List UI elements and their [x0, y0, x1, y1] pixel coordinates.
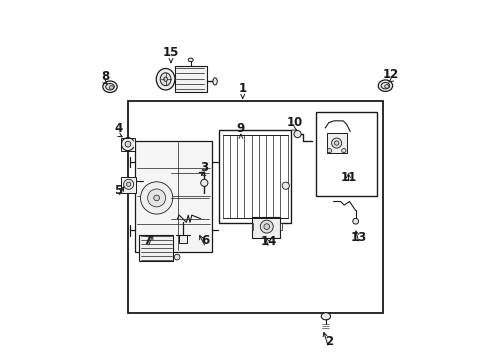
Bar [219, 130, 290, 223]
Text: 1: 1 [238, 82, 246, 95]
Ellipse shape [380, 82, 389, 89]
Text: 14: 14 [260, 235, 277, 248]
Text: 9: 9 [236, 122, 244, 135]
Text: 6: 6 [201, 234, 209, 247]
Circle shape [282, 182, 289, 189]
Ellipse shape [378, 80, 392, 91]
Bar [251, 217, 280, 238]
Ellipse shape [160, 73, 171, 86]
Circle shape [326, 148, 331, 153]
Bar [178, 234, 187, 243]
Text: 15: 15 [163, 46, 179, 59]
Circle shape [153, 195, 159, 201]
Bar [139, 234, 173, 261]
Circle shape [341, 148, 346, 153]
Ellipse shape [384, 85, 388, 88]
Ellipse shape [212, 78, 217, 85]
Text: 10: 10 [286, 116, 302, 129]
Bar [316, 112, 376, 196]
Circle shape [174, 254, 180, 260]
Ellipse shape [163, 77, 167, 81]
Text: 13: 13 [350, 231, 366, 244]
Circle shape [331, 138, 341, 148]
Ellipse shape [156, 68, 175, 90]
Ellipse shape [109, 86, 113, 89]
Text: 2: 2 [324, 335, 332, 348]
Bar [326, 134, 346, 153]
Text: 12: 12 [382, 68, 398, 81]
Bar [128, 101, 382, 313]
Ellipse shape [105, 84, 114, 90]
Circle shape [123, 179, 133, 189]
Text: 3: 3 [200, 161, 208, 174]
Circle shape [334, 141, 338, 145]
Circle shape [264, 224, 269, 229]
Bar [251, 223, 253, 230]
Bar [280, 223, 281, 230]
Bar [121, 177, 136, 193]
Circle shape [293, 131, 301, 138]
Circle shape [201, 179, 207, 186]
Circle shape [352, 219, 358, 224]
Circle shape [140, 182, 172, 214]
Text: 5: 5 [114, 184, 122, 197]
Circle shape [147, 189, 165, 207]
Text: 11: 11 [340, 171, 356, 184]
Ellipse shape [188, 58, 193, 62]
Bar [135, 140, 212, 252]
Circle shape [126, 182, 131, 186]
Circle shape [260, 220, 273, 233]
Bar [174, 66, 206, 92]
Ellipse shape [321, 313, 330, 320]
Text: 7: 7 [143, 234, 151, 247]
Circle shape [125, 141, 131, 147]
Text: 8: 8 [101, 69, 109, 82]
Ellipse shape [102, 81, 117, 93]
Bar [121, 138, 135, 151]
Text: 4: 4 [114, 122, 122, 135]
